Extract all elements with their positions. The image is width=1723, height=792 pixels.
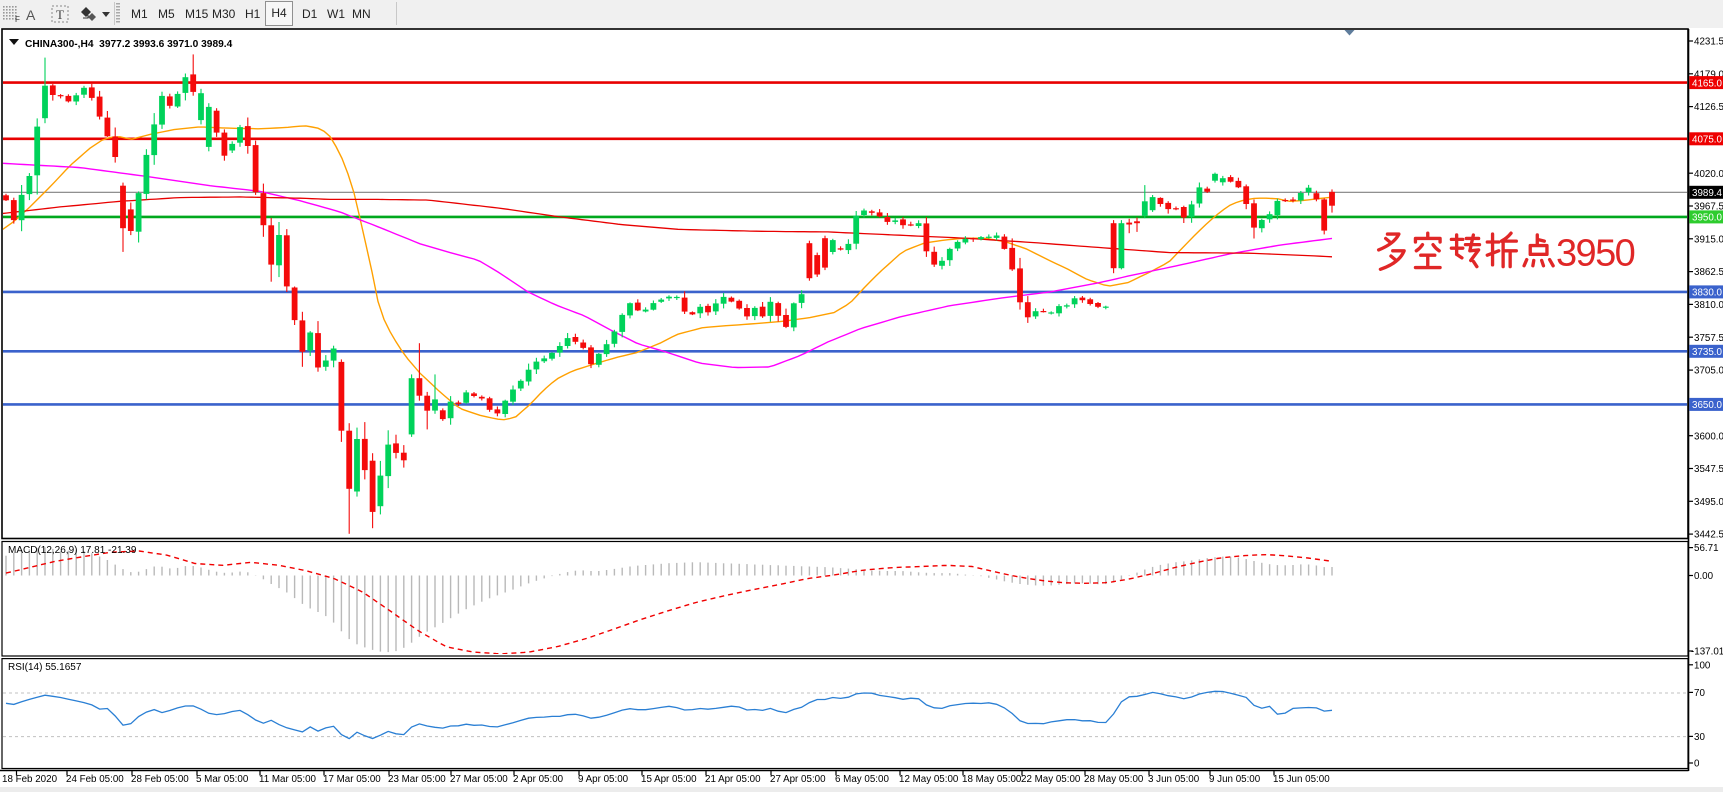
svg-text:3950: 3950 bbox=[1556, 233, 1635, 275]
svg-text:3915.0: 3915.0 bbox=[1694, 234, 1723, 245]
svg-text:4165.0: 4165.0 bbox=[1692, 78, 1723, 89]
svg-text:27 Apr 05:00: 27 Apr 05:00 bbox=[770, 774, 826, 785]
svg-text:3862.5: 3862.5 bbox=[1694, 267, 1723, 278]
svg-text:3 Jun 05:00: 3 Jun 05:00 bbox=[1148, 774, 1200, 785]
svg-text:3735.0: 3735.0 bbox=[1692, 347, 1723, 358]
svg-text:4020.0: 4020.0 bbox=[1694, 169, 1723, 180]
svg-text:RSI(14) 55.1657: RSI(14) 55.1657 bbox=[8, 662, 82, 673]
svg-text:30: 30 bbox=[1694, 732, 1705, 743]
svg-text:56.71: 56.71 bbox=[1694, 543, 1719, 554]
svg-text:F: F bbox=[15, 15, 20, 23]
svg-text:9 Apr 05:00: 9 Apr 05:00 bbox=[578, 774, 629, 785]
svg-text:3705.0: 3705.0 bbox=[1694, 366, 1723, 377]
svg-text:3442.5: 3442.5 bbox=[1694, 530, 1723, 541]
svg-text:28 May 05:00: 28 May 05:00 bbox=[1084, 774, 1144, 785]
svg-text:3989.4: 3989.4 bbox=[1692, 188, 1723, 199]
svg-text:3950.0: 3950.0 bbox=[1692, 213, 1723, 224]
svg-text:3830.0: 3830.0 bbox=[1692, 288, 1723, 299]
svg-text:23 Mar 05:00: 23 Mar 05:00 bbox=[388, 774, 446, 785]
svg-text:4075.0: 4075.0 bbox=[1692, 135, 1723, 146]
svg-text:18 Feb 2020: 18 Feb 2020 bbox=[2, 774, 58, 785]
svg-text:27 Mar 05:00: 27 Mar 05:00 bbox=[450, 774, 508, 785]
svg-text:3757.5: 3757.5 bbox=[1694, 333, 1723, 344]
svg-text:15 Apr 05:00: 15 Apr 05:00 bbox=[641, 774, 697, 785]
svg-text:0: 0 bbox=[1694, 759, 1700, 770]
svg-text:100: 100 bbox=[1694, 660, 1711, 671]
svg-text:70: 70 bbox=[1694, 688, 1705, 699]
svg-text:4126.5: 4126.5 bbox=[1694, 102, 1723, 113]
svg-text:3495.0: 3495.0 bbox=[1694, 497, 1723, 508]
svg-text:9 Jun 05:00: 9 Jun 05:00 bbox=[1209, 774, 1261, 785]
svg-text:6 May 05:00: 6 May 05:00 bbox=[835, 774, 889, 785]
svg-text:3967.5: 3967.5 bbox=[1694, 202, 1723, 213]
svg-text:4231.5: 4231.5 bbox=[1694, 37, 1723, 48]
svg-text:-137.01: -137.01 bbox=[1691, 647, 1723, 658]
svg-text:11 Mar 05:00: 11 Mar 05:00 bbox=[259, 774, 317, 785]
svg-text:18 May 05:00: 18 May 05:00 bbox=[962, 774, 1022, 785]
svg-text:12 May 05:00: 12 May 05:00 bbox=[899, 774, 959, 785]
svg-text:17 Mar 05:00: 17 Mar 05:00 bbox=[323, 774, 381, 785]
svg-text:21 Apr 05:00: 21 Apr 05:00 bbox=[705, 774, 761, 785]
svg-text:15 Jun 05:00: 15 Jun 05:00 bbox=[1273, 774, 1330, 785]
svg-text:3600.0: 3600.0 bbox=[1694, 431, 1723, 442]
svg-text:4179.0: 4179.0 bbox=[1694, 69, 1723, 80]
svg-text:3650.0: 3650.0 bbox=[1692, 400, 1723, 411]
svg-text:MACD(12,26,9) 17.81 -21.39: MACD(12,26,9) 17.81 -21.39 bbox=[8, 545, 137, 556]
svg-text:T: T bbox=[56, 7, 64, 22]
svg-text:24 Feb 05:00: 24 Feb 05:00 bbox=[66, 774, 124, 785]
svg-text:CHINA300-,H4 3977.2 3993.6 39: CHINA300-,H4 3977.2 3993.6 3971.0 3989.4 bbox=[25, 39, 233, 50]
svg-text:0.00: 0.00 bbox=[1694, 571, 1714, 582]
svg-text:2 Apr 05:00: 2 Apr 05:00 bbox=[513, 774, 564, 785]
svg-text:28 Feb 05:00: 28 Feb 05:00 bbox=[131, 774, 189, 785]
svg-text:5 Mar 05:00: 5 Mar 05:00 bbox=[196, 774, 249, 785]
svg-text:22 May 05:00: 22 May 05:00 bbox=[1021, 774, 1081, 785]
svg-text:3547.5: 3547.5 bbox=[1694, 464, 1723, 475]
svg-text:3810.0: 3810.0 bbox=[1694, 300, 1723, 311]
